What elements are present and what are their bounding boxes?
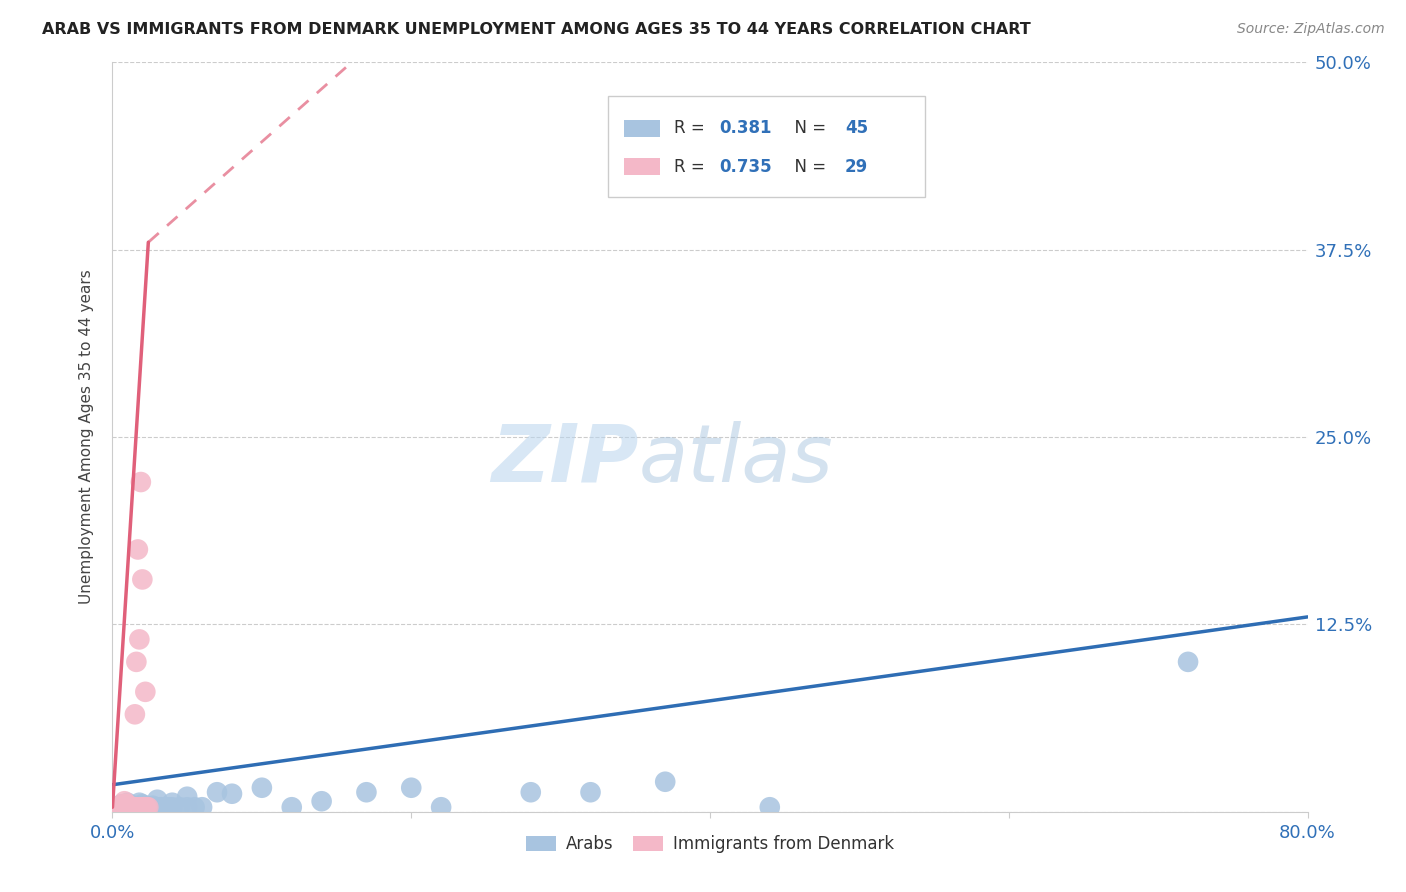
Point bbox=[138, 800, 160, 814]
Point bbox=[169, 800, 191, 814]
Point bbox=[131, 800, 153, 814]
Point bbox=[134, 800, 156, 814]
Text: Source: ZipAtlas.com: Source: ZipAtlas.com bbox=[1237, 22, 1385, 37]
Point bbox=[401, 780, 423, 795]
Text: R =: R = bbox=[675, 158, 710, 176]
Point bbox=[127, 542, 149, 557]
Point bbox=[108, 800, 131, 814]
Point bbox=[1177, 655, 1199, 669]
Text: 45: 45 bbox=[845, 120, 868, 137]
Point bbox=[121, 800, 143, 814]
Point bbox=[125, 800, 148, 814]
Point bbox=[125, 800, 148, 814]
Point bbox=[132, 800, 155, 814]
Point bbox=[183, 800, 205, 814]
Point bbox=[115, 797, 138, 812]
Point bbox=[135, 800, 157, 814]
Point bbox=[132, 800, 155, 814]
Point bbox=[128, 632, 150, 647]
Point bbox=[143, 800, 166, 814]
Point bbox=[520, 785, 543, 799]
Y-axis label: Unemployment Among Ages 35 to 44 years: Unemployment Among Ages 35 to 44 years bbox=[79, 269, 94, 605]
FancyBboxPatch shape bbox=[624, 120, 659, 136]
Point bbox=[131, 800, 153, 814]
Point bbox=[121, 800, 143, 814]
Point bbox=[129, 475, 152, 489]
Point bbox=[759, 800, 782, 814]
Point bbox=[149, 800, 172, 814]
Point bbox=[281, 800, 304, 814]
Point bbox=[579, 785, 602, 799]
Point bbox=[654, 774, 676, 789]
Point bbox=[122, 800, 145, 814]
FancyBboxPatch shape bbox=[609, 96, 925, 197]
Point bbox=[135, 800, 157, 814]
Point bbox=[117, 797, 139, 812]
Point bbox=[117, 800, 139, 814]
Point bbox=[162, 800, 183, 814]
Point bbox=[121, 800, 143, 814]
Point bbox=[117, 800, 139, 814]
Point bbox=[146, 800, 169, 814]
Point bbox=[146, 793, 169, 807]
Text: R =: R = bbox=[675, 120, 710, 137]
Point bbox=[105, 800, 128, 814]
Point bbox=[108, 800, 131, 814]
Point bbox=[205, 785, 228, 799]
Point bbox=[120, 800, 142, 814]
Point bbox=[356, 785, 378, 799]
Point bbox=[142, 798, 165, 813]
Point bbox=[114, 800, 135, 814]
Point bbox=[176, 800, 198, 814]
Text: N =: N = bbox=[785, 158, 831, 176]
Point bbox=[124, 800, 146, 814]
Text: atlas: atlas bbox=[638, 420, 834, 499]
Point bbox=[430, 800, 453, 814]
Point bbox=[110, 797, 132, 812]
Point bbox=[139, 800, 162, 814]
Point bbox=[176, 789, 198, 804]
Point bbox=[127, 800, 149, 814]
Point bbox=[105, 800, 128, 814]
Point bbox=[111, 797, 134, 812]
Point bbox=[117, 796, 139, 810]
Text: 29: 29 bbox=[845, 158, 869, 176]
Point bbox=[191, 800, 214, 814]
Legend: Arabs, Immigrants from Denmark: Arabs, Immigrants from Denmark bbox=[519, 829, 901, 860]
Point bbox=[124, 798, 146, 813]
Text: 0.735: 0.735 bbox=[720, 158, 772, 176]
Point bbox=[157, 800, 180, 814]
Point bbox=[110, 800, 132, 814]
Point bbox=[120, 800, 142, 814]
Point bbox=[221, 787, 243, 801]
Point bbox=[128, 800, 150, 814]
FancyBboxPatch shape bbox=[624, 159, 659, 175]
Point bbox=[125, 655, 148, 669]
Text: ARAB VS IMMIGRANTS FROM DENMARK UNEMPLOYMENT AMONG AGES 35 TO 44 YEARS CORRELATI: ARAB VS IMMIGRANTS FROM DENMARK UNEMPLOY… bbox=[42, 22, 1031, 37]
Text: 0.381: 0.381 bbox=[720, 120, 772, 137]
Point bbox=[162, 796, 183, 810]
Point bbox=[134, 798, 156, 813]
Point bbox=[153, 800, 176, 814]
Point bbox=[124, 707, 146, 722]
Point bbox=[114, 794, 135, 808]
Point bbox=[311, 794, 333, 808]
Point bbox=[115, 798, 138, 813]
Point bbox=[250, 780, 273, 795]
Point bbox=[134, 685, 156, 699]
Point bbox=[128, 796, 150, 810]
Text: ZIP: ZIP bbox=[491, 420, 638, 499]
Point bbox=[131, 573, 153, 587]
Text: N =: N = bbox=[785, 120, 831, 137]
Point bbox=[118, 800, 141, 814]
Point bbox=[131, 797, 153, 812]
